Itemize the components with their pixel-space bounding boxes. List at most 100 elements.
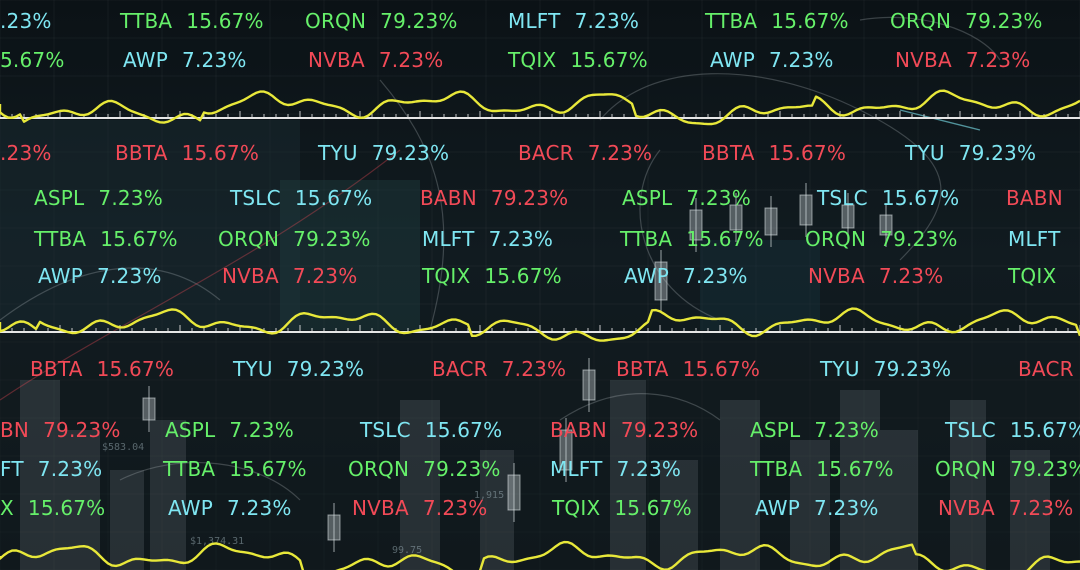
ticker-change: 79.23% xyxy=(873,357,952,381)
ticker-item: TTBA 15.67% xyxy=(705,10,849,32)
ticker-change: 79.23% xyxy=(43,418,121,442)
background-panel xyxy=(0,330,1080,570)
ticker-change: 79.23% xyxy=(380,9,458,33)
ticker-symbol: NVBA xyxy=(308,48,365,72)
ticker-change: 15.67% xyxy=(294,186,373,210)
ticker-change: 15.67% xyxy=(186,9,264,33)
ticker-symbol: TYU xyxy=(905,141,945,165)
ticker-change: 7.23% xyxy=(182,48,247,72)
ticker-symbol: AWP xyxy=(38,264,84,288)
ticker-symbol: BACR xyxy=(432,357,488,381)
ticker-change: 7.23% xyxy=(587,141,653,165)
candlestick-body xyxy=(689,209,703,241)
ticker-change: 7.23% xyxy=(227,496,292,520)
ticker-symbol: BBTA xyxy=(616,357,669,381)
background-panel xyxy=(0,120,300,330)
ticker-symbol: AWP xyxy=(168,496,214,520)
ticker-symbol: NVBA xyxy=(808,264,865,288)
trend-line xyxy=(0,149,401,401)
ticker-symbol: AWP xyxy=(123,48,169,72)
ticker-symbol: TTBA xyxy=(120,9,173,33)
ticker-change: 15.67% xyxy=(816,457,894,481)
ticker-change: 5.67% xyxy=(0,48,65,72)
ticker-item: TYU 79.23% xyxy=(318,142,449,164)
chalk-curve xyxy=(859,16,1001,61)
ticker-symbol: TQIX xyxy=(552,496,601,520)
candlestick-body xyxy=(142,397,156,421)
ticker-change: 79.23% xyxy=(423,457,501,481)
ticker-item: TYU 79.23% xyxy=(233,358,364,380)
ticker-item: BBTA 15.67% xyxy=(616,358,760,380)
ticker-change: 79.23% xyxy=(965,9,1043,33)
ticker-change: 15.67% xyxy=(100,227,178,251)
ticker-change: 79.23% xyxy=(958,141,1037,165)
ticker-symbol: ORQN xyxy=(348,457,410,481)
ticker-item: TYU 79.23% xyxy=(905,142,1036,164)
ticker-change: 79.23% xyxy=(620,418,699,442)
ticker-symbol: NVBA xyxy=(938,496,995,520)
ticker-item: AWP 7.23% xyxy=(755,497,879,519)
candlestick-body xyxy=(879,214,893,236)
candlestick-body xyxy=(654,261,668,301)
ticker-symbol: BBTA xyxy=(115,141,168,165)
ticker-change: 7.23% xyxy=(769,48,834,72)
ticker-item: MLFT 7.23% xyxy=(422,228,553,250)
ticker-symbol: ORQN xyxy=(890,9,952,33)
ticker-change: 15.67% xyxy=(771,9,849,33)
ticker-symbol: BACR xyxy=(518,141,574,165)
background-panel xyxy=(280,180,420,330)
chalk-curve xyxy=(559,393,721,421)
ticker-symbol: ASPL xyxy=(165,418,216,442)
ticker-change: 15.67% xyxy=(768,141,847,165)
chalk-curve xyxy=(0,267,221,321)
ticker-symbol: TYU xyxy=(233,357,273,381)
ticker-item: ASPL 7.23% xyxy=(34,187,163,209)
ticker-change: .23% xyxy=(0,9,52,33)
ticker-symbol: ASPL xyxy=(622,186,673,210)
ticker-item: BN 79.23% xyxy=(0,419,121,441)
histogram-bar xyxy=(1010,450,1050,570)
ticker-item: ORQN 79.23% xyxy=(218,228,371,250)
ticker-item: BACR 7.23% xyxy=(432,358,566,380)
ticker-symbol: BABN xyxy=(550,418,607,442)
ticker-change: 7.23% xyxy=(1008,496,1074,520)
ticker-item: TSLC 15.67% xyxy=(945,419,1080,441)
ticker-symbol: ORQN xyxy=(218,227,280,251)
ticker-item: MLFT 7.23% xyxy=(550,458,681,480)
histogram-bar xyxy=(610,380,646,570)
ticker-item: ORQN 79.23% xyxy=(935,458,1080,480)
ticker-change: 79.23% xyxy=(1010,457,1080,481)
ticker-symbol: TTBA xyxy=(620,227,673,251)
ticker-symbol: MLFT xyxy=(422,227,475,251)
accent-line xyxy=(899,109,981,131)
ticker-item: ORQN 79.23% xyxy=(805,228,958,250)
ticker-change: 15.67% xyxy=(570,48,648,72)
ticker-change: .23% xyxy=(0,141,52,165)
ticker-change: 7.23% xyxy=(37,457,103,481)
ticker-change: 7.23% xyxy=(814,418,879,442)
ticker-change: 7.23% xyxy=(488,227,554,251)
ticker-change: 15.67% xyxy=(27,496,106,520)
chalk-curve xyxy=(119,461,301,501)
candlestick-body xyxy=(559,429,573,471)
ticker-item: TSLC 15.67% xyxy=(360,419,502,441)
ticker-symbol: ASPL xyxy=(34,186,85,210)
ticker-change: 15.67% xyxy=(614,496,692,520)
ticker-symbol: NVBA xyxy=(222,264,279,288)
ticker-item: BABN 79.23% xyxy=(550,419,698,441)
histogram-bar xyxy=(110,470,144,570)
ticker-symbol: ASPL xyxy=(750,418,801,442)
ticker-change: 79.23% xyxy=(293,227,371,251)
ticker-change: 15.67% xyxy=(229,457,307,481)
chalk-curve xyxy=(639,149,721,321)
ticker-symbol: AWP xyxy=(755,496,801,520)
ticker-change: 7.23% xyxy=(683,264,748,288)
ticker-change: 15.67% xyxy=(1009,418,1080,442)
ticker-symbol: BABN xyxy=(420,186,477,210)
ticker-change: 15.67% xyxy=(424,418,503,442)
ticker-change: 15.67% xyxy=(484,264,562,288)
ticker-symbol: TTBA xyxy=(750,457,803,481)
ticker-symbol: AWP xyxy=(710,48,756,72)
ticker-item: BBTA 15.67% xyxy=(115,142,259,164)
